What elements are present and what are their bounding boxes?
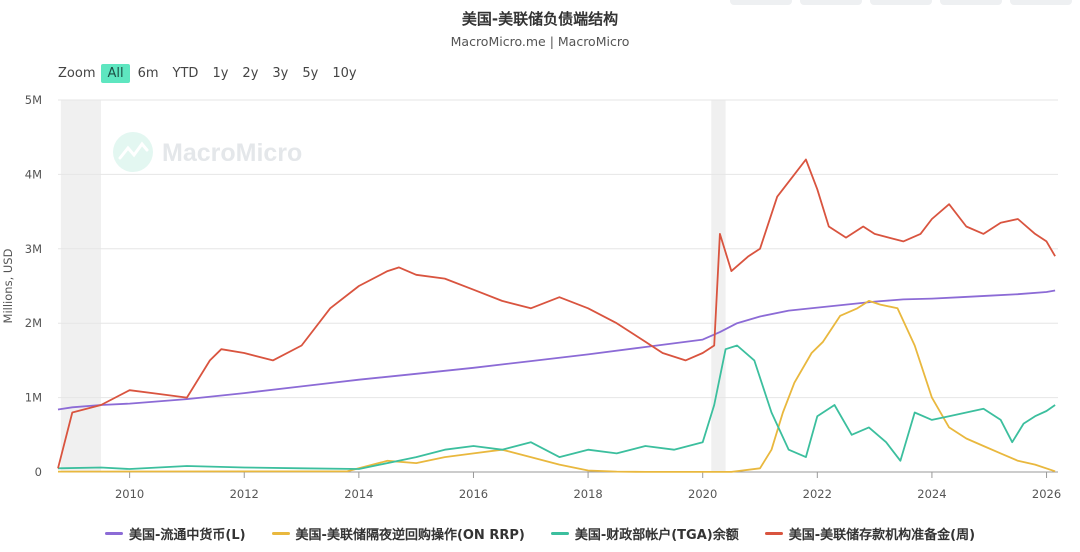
zoom-option[interactable]: YTD — [172, 66, 199, 81]
x-tick-label: 2012 — [230, 487, 259, 501]
y-tick-label: 2M — [25, 316, 42, 330]
shaded-period — [60, 100, 101, 472]
top-toolbar-fragment — [730, 0, 1072, 6]
legend-swatch — [550, 532, 569, 535]
recession-shading — [60, 100, 726, 472]
y-tick-label: 0 — [35, 465, 42, 479]
legend: 美国-流通中货币(L) 美国-美联储隔夜逆回购操作(ON RRP) 美国-财政部帐户… — [0, 524, 1080, 543]
zoom-option[interactable]: 5y — [302, 66, 319, 81]
series-lines — [57, 158, 1056, 473]
y-tick-label: 1M — [25, 391, 42, 405]
watermark-text: MacroMicro — [162, 139, 302, 167]
legend-label: 美国-美联储存款机构准备金(周) — [788, 528, 976, 543]
legend-item-2[interactable]: 美国-财政部帐户(TGA)余额 — [550, 524, 739, 543]
x-tick-label: 2022 — [803, 487, 832, 501]
watermark: MacroMicro — [113, 132, 302, 172]
series-line-2 — [57, 344, 1056, 470]
legend-item-1[interactable]: 美国-美联储隔夜逆回购操作(ON RRP) — [271, 524, 525, 543]
y-tick-label: 3M — [25, 242, 42, 256]
y-axis-label: Millions, USD — [1, 248, 15, 323]
legend-swatch — [764, 532, 783, 535]
series-line-0 — [57, 289, 1056, 411]
chart-subtitle: MacroMicro.me | MacroMicro — [450, 34, 630, 49]
legend-swatch — [104, 532, 123, 535]
x-tick-label: 2020 — [688, 487, 717, 501]
toolbar-tab[interactable] — [800, 0, 862, 5]
x-tick-label: 2018 — [573, 487, 602, 501]
zoom-option[interactable]: 6m — [137, 66, 159, 81]
x-tick-label: 2016 — [459, 487, 488, 501]
legend-swatch — [271, 532, 290, 535]
zoom-option[interactable]: 3y — [272, 66, 289, 81]
x-tick-label: 2024 — [917, 487, 946, 501]
series-line-1 — [57, 300, 1056, 473]
zoom-option[interactable]: All — [101, 64, 130, 83]
y-axis-ticks: 0 1M 2M 3M 4M 5M — [25, 93, 42, 479]
y-tick-label: 4M — [25, 167, 42, 181]
zoom-option[interactable]: 10y — [332, 66, 357, 81]
legend-item-0[interactable]: 美国-流通中货币(L) — [104, 524, 246, 543]
chart-title: 美国-美联储负债端结构 — [461, 10, 619, 28]
x-tick-label: 2014 — [344, 487, 373, 501]
zoom-option[interactable]: 2y — [242, 66, 259, 81]
toolbar-tab[interactable] — [1010, 0, 1072, 5]
zoom-label: Zoom — [58, 66, 96, 81]
zoom-selector: Zoom All 6m YTD 1y 2y 3y 5y 10y — [58, 64, 365, 83]
toolbar-tab[interactable] — [730, 0, 792, 5]
y-tick-label: 5M — [25, 93, 42, 107]
legend-label: 美国-美联储隔夜逆回购操作(ON RRP) — [295, 528, 525, 543]
zoom-option[interactable]: 1y — [212, 66, 229, 81]
x-axis-ticks: 2010 2012 2014 2016 2018 2020 2022 2024 2026 — [58, 471, 1061, 501]
toolbar-tab[interactable] — [870, 0, 932, 5]
series-line-3 — [57, 158, 1056, 469]
legend-item-3[interactable]: 美国-美联储存款机构准备金(周) — [764, 524, 976, 543]
shaded-period — [711, 100, 726, 472]
x-tick-label: 2026 — [1032, 487, 1061, 501]
legend-label: 美国-流通中货币(L) — [128, 528, 246, 543]
x-tick-label: 2010 — [115, 487, 144, 501]
legend-label: 美国-财政部帐户(TGA)余额 — [574, 528, 739, 543]
toolbar-tab[interactable] — [940, 0, 1002, 5]
